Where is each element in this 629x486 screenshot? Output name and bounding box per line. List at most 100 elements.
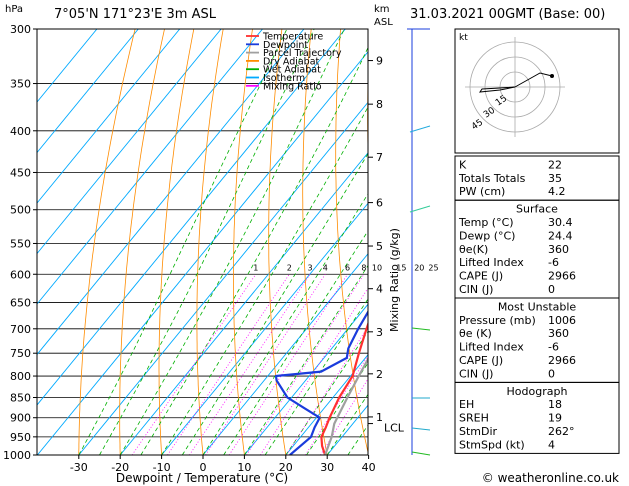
wet-adiabat-line xyxy=(99,29,315,455)
legend-entry: Dry Adiabat xyxy=(263,56,320,67)
surface-row-value: 30.4 xyxy=(548,216,573,229)
pressure-tick-label: 550 xyxy=(10,237,31,250)
mixing-ratio-tick-label: 4 xyxy=(323,263,328,272)
isotherm-line xyxy=(37,29,263,305)
wet-adiabat-line xyxy=(202,193,368,455)
wind-barb-700 xyxy=(411,327,431,331)
legend-entry: Parcel Trajectory xyxy=(263,48,342,59)
km-unit-label: km xyxy=(374,4,390,15)
legend-entry: Isotherm xyxy=(263,73,305,84)
surface-row-value: 360 xyxy=(548,243,569,256)
altitude-tick-label: 8 xyxy=(376,98,383,111)
pressure-tick-label: 450 xyxy=(10,166,31,179)
mixing-ratio-line xyxy=(189,274,311,455)
isotherm-line xyxy=(37,29,346,406)
surface-row-value: 24.4 xyxy=(548,229,573,242)
pressure-tick-label: 700 xyxy=(10,323,31,336)
surface-row-value: 2966 xyxy=(548,270,576,283)
most_unstable-row-label: θe (K) xyxy=(459,327,492,340)
indices-row-value: 35 xyxy=(548,172,562,185)
mixing-ratio-tick-label: 10 xyxy=(372,263,382,272)
hodograph-row-label: StmSpd (kt) xyxy=(459,438,525,451)
asl-unit-label: ASL xyxy=(374,17,393,28)
isotherm-line xyxy=(37,29,139,154)
pressure-tick-label: 950 xyxy=(10,431,31,444)
isotherm-line xyxy=(78,101,368,455)
isotherm-line xyxy=(37,29,305,356)
surface-row-label: Temp (°C) xyxy=(458,216,514,229)
dry-adiabat-line xyxy=(119,29,165,455)
wet-adiabat-line xyxy=(161,106,368,455)
hodo-trace-upper xyxy=(514,72,553,88)
mixing-ratio-tick-label: 6 xyxy=(345,263,350,272)
isotherm-line xyxy=(119,152,368,455)
dry-adiabat-line xyxy=(605,29,629,455)
legend-entry: Temperature xyxy=(262,32,323,43)
wet-adiabat-line xyxy=(244,264,368,455)
most_unstable-row-value: 1006 xyxy=(548,314,576,327)
pressure-tick-label: 650 xyxy=(10,297,31,310)
pressure-tick-label: 800 xyxy=(10,370,31,383)
isotherm-line xyxy=(37,29,222,255)
hodograph-row-label: StmDir xyxy=(459,425,498,438)
mixing-ratio-tick-label: 15 xyxy=(396,263,406,272)
surface-row-label: Dewp (°C) xyxy=(459,229,515,242)
mixing-ratio-line xyxy=(167,274,290,455)
mixing-ratio-line xyxy=(131,274,257,455)
surface-row-label: θe(K) xyxy=(459,243,488,256)
profile-lines xyxy=(274,309,368,455)
pressure-tick-label: 400 xyxy=(10,125,31,138)
pressure-tick-label: 1000 xyxy=(3,449,31,462)
dry-adiabat-line xyxy=(575,29,629,455)
hodograph-row-value: 262° xyxy=(548,425,575,438)
hodograph-unit: kt xyxy=(459,33,468,43)
hodo-ring-label-15: 15 xyxy=(494,94,509,109)
most_unstable-row-value: 360 xyxy=(548,327,569,340)
legend-entry: Mixing Ratio xyxy=(263,81,322,92)
wind-barb-925 xyxy=(411,427,431,431)
most_unstable-row-value: -6 xyxy=(548,341,559,354)
hodo-trace-lower xyxy=(478,86,516,93)
dry-adiabat-line xyxy=(335,29,368,455)
x-axis-title: Dewpoint / Temperature (°C) xyxy=(116,471,288,485)
hodo-ring-label-45: 45 xyxy=(470,118,485,133)
temperature-tick-label: -10 xyxy=(153,461,171,474)
dry-adiabat-line xyxy=(158,29,195,455)
isotherm-line xyxy=(37,29,98,103)
dry-adiabat-line xyxy=(196,29,224,455)
most_unstable-section-title: Most Unstable xyxy=(498,300,577,313)
isotherm-line xyxy=(37,51,368,455)
pressure-tick-label: 350 xyxy=(10,78,31,91)
pressure-tick-label: 750 xyxy=(10,347,31,360)
altitude-tick-label: 7 xyxy=(376,151,383,164)
isotherm-line xyxy=(37,29,181,204)
most_unstable-row-label: Pressure (mb) xyxy=(459,314,536,327)
hodograph-row-label: EH xyxy=(459,398,474,411)
pressure-axis: 300 350 400 450 500 550 600 650 700 750 800 850 900 9… xyxy=(3,23,37,462)
surface-row-label: CAPE (J) xyxy=(459,270,503,283)
wet-adiabat-line xyxy=(264,298,368,455)
dry-adiabat-line xyxy=(232,29,253,455)
wet-adiabat-line xyxy=(181,152,368,455)
temperature-tick-label: 40 xyxy=(362,461,376,474)
most_unstable-row-label: CAPE (J) xyxy=(459,354,503,367)
hodograph-row-value: 4 xyxy=(548,438,555,451)
pressure-tick-label: 500 xyxy=(10,204,31,217)
copyright-footer: © weatheronline.co.uk xyxy=(482,471,619,485)
most_unstable-row-label: CIN (J) xyxy=(459,367,493,380)
pressure-tick-label: 600 xyxy=(10,268,31,281)
wet-adiabat-line xyxy=(285,330,368,455)
wet-adiabat-line xyxy=(306,362,368,455)
altitude-tick-label: 9 xyxy=(376,55,383,68)
mixing-ratio-tick-label: 8 xyxy=(361,263,366,272)
hodograph-frame xyxy=(454,28,620,154)
indices-row-label: Totals Totals xyxy=(458,172,526,185)
hpa-unit-label: hPa xyxy=(5,4,23,15)
wet-adiabat-line xyxy=(326,393,368,455)
dry-adiabat-line xyxy=(399,29,452,455)
legend-entry: Wet Adiabat xyxy=(263,65,321,76)
hodo-ring-label-30: 30 xyxy=(482,106,497,121)
wind-barb-400 xyxy=(409,125,431,133)
